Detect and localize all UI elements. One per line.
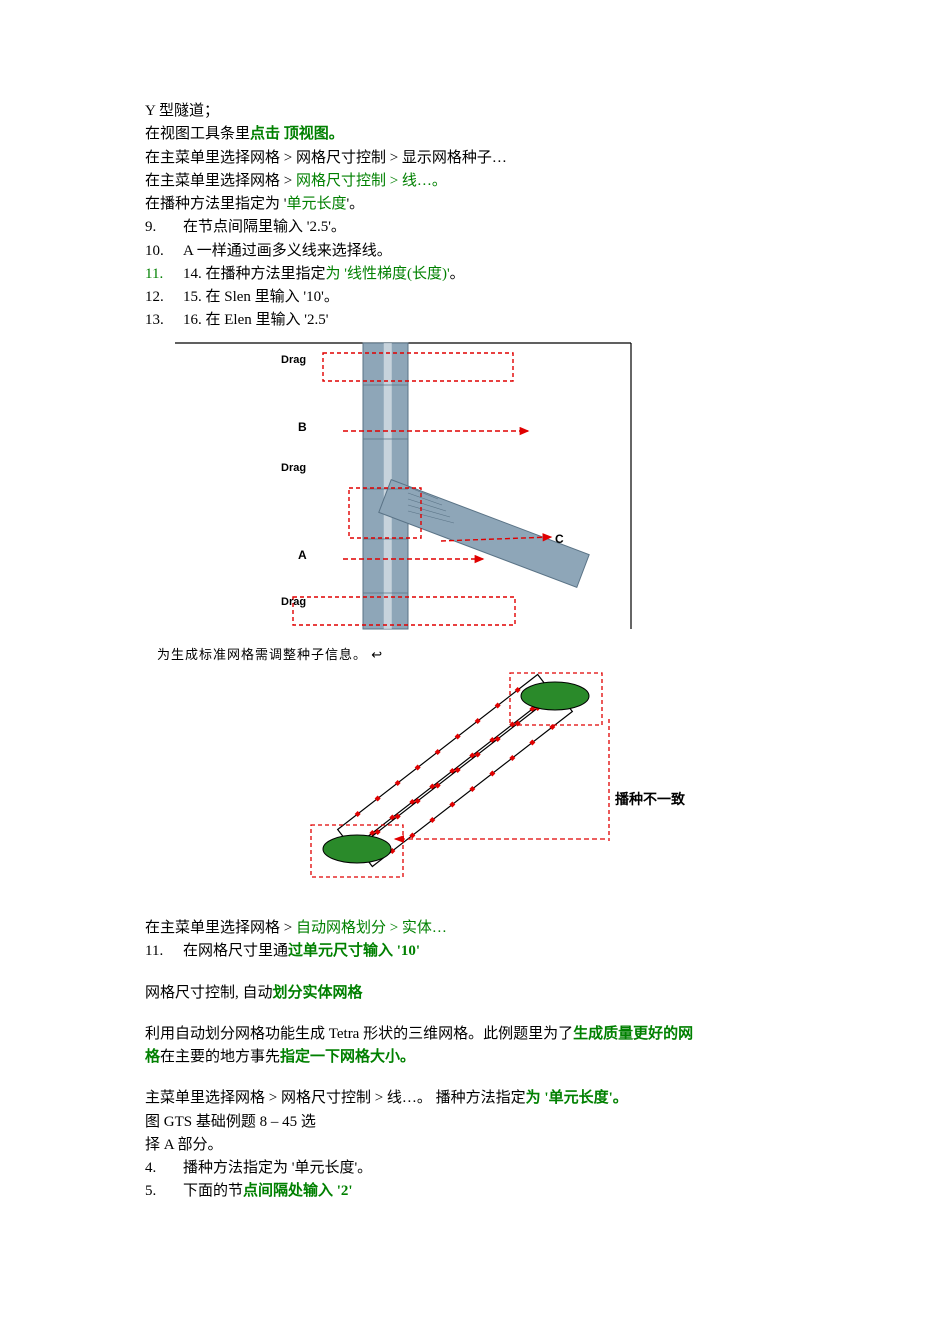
list-text: 15. 在 Slen 里输入 '10'。: [183, 286, 805, 309]
text-fragment-hl: 格: [145, 1049, 160, 1065]
figure-1: Drag Drag Drag B A C: [173, 341, 805, 639]
list-text: A 一样通过画多义线来选择线。: [183, 240, 805, 263]
text-line: 在主菜单里选择网格 > 网格尺寸控制 > 线…。: [145, 170, 805, 193]
list-item: 10. A 一样通过画多义线来选择线。: [145, 240, 805, 263]
text-fragment: 14. 在播种方法里指定: [183, 266, 326, 282]
text-fragment-hl: 划分实体网格: [273, 985, 363, 1001]
list-text: 14. 在播种方法里指定为 '线性梯度(长度)'。: [183, 263, 805, 286]
text-fragment-hl: 自动网格划分 > 实体…: [296, 920, 447, 936]
list-number: 13.: [145, 309, 183, 332]
text-fragment-hl: 点击 顶视图。: [250, 126, 344, 142]
list-item: 9. 在节点间隔里输入 '2.5'。: [145, 216, 805, 239]
list-text: 在节点间隔里输入 '2.5'。: [183, 216, 805, 239]
list-item: 5. 下面的节点间隔处输入 '2': [145, 1180, 805, 1203]
text-fragment: 网格尺寸控制, 自动: [145, 985, 273, 1001]
text-fragment: 在主菜单里选择网格 >: [145, 173, 296, 189]
text-fragment: 在视图工具条里: [145, 126, 250, 142]
svg-text:B: B: [298, 420, 307, 434]
text-fragment-hl: 过单元尺寸输入 '10': [288, 943, 420, 959]
list-text: 播种方法指定为 '单元长度'。: [183, 1157, 805, 1180]
list-number: 12.: [145, 286, 183, 309]
list-text: 下面的节点间隔处输入 '2': [183, 1180, 805, 1203]
list-number: 9.: [145, 216, 183, 239]
list-item: 13. 16. 在 Elen 里输入 '2.5': [145, 309, 805, 332]
list-number: 5.: [145, 1180, 183, 1203]
text-fragment: 利用自动划分网格功能生成 Tetra 形状的三维网格。此例题里为了: [145, 1026, 573, 1042]
text-line: 利用自动划分网格功能生成 Tetra 形状的三维网格。此例题里为了生成质量更好的…: [145, 1023, 805, 1046]
svg-text:Drag: Drag: [281, 462, 306, 474]
text-line: 择 A 部分。: [145, 1134, 805, 1157]
text-fragment: 在播种方法里指定为 ': [145, 196, 286, 212]
text-fragment: 。: [450, 266, 465, 282]
list-item: 11. 14. 在播种方法里指定为 '线性梯度(长度)'。: [145, 263, 805, 286]
text-fragment: 下面的节: [183, 1183, 243, 1199]
svg-text:播种不一致: 播种不一致: [615, 791, 686, 808]
svg-text:C: C: [555, 532, 564, 546]
text-line: 在视图工具条里点击 顶视图。: [145, 123, 805, 146]
svg-text:Drag: Drag: [281, 596, 306, 608]
text-line: Y 型隧道；: [145, 100, 805, 123]
figure-1-svg: Drag Drag Drag B A C: [173, 341, 633, 631]
text-fragment-hl: 为 '线性梯度(长度)': [326, 266, 450, 282]
list-item: 12. 15. 在 Slen 里输入 '10'。: [145, 286, 805, 309]
list-text: 在网格尺寸里通过单元尺寸输入 '10': [183, 940, 805, 963]
text-line: 图 GTS 基础例题 8 – 45 选: [145, 1111, 805, 1134]
text-line: 在主菜单里选择网格 > 网格尺寸控制 > 显示网格种子…: [145, 147, 805, 170]
figure-1-caption: 为生成标准网格需调整种子信息。 ↩: [157, 645, 805, 665]
text-line: 网格尺寸控制, 自动划分实体网格: [145, 982, 805, 1005]
text-fragment-hl: 生成质量更好的网: [573, 1026, 693, 1042]
text-fragment-hl: 指定一下网格大小。: [280, 1049, 415, 1065]
text-line: 在主菜单里选择网格 > 自动网格划分 > 实体…: [145, 917, 805, 940]
list-item: 11. 在网格尺寸里通过单元尺寸输入 '10': [145, 940, 805, 963]
text-line: 格在主要的地方事先指定一下网格大小。: [145, 1046, 805, 1069]
text-fragment-hl: 点间隔处输入 '2': [243, 1183, 353, 1199]
text-fragment: 主菜单里选择网格 > 网格尺寸控制 > 线…。 播种方法指定: [145, 1090, 526, 1106]
text-line: 主菜单里选择网格 > 网格尺寸控制 > 线…。 播种方法指定为 '单元长度'。: [145, 1087, 805, 1110]
list-item: 4. 播种方法指定为 '单元长度'。: [145, 1157, 805, 1180]
text-fragment-hl: 网格尺寸控制 > 线…。: [296, 173, 447, 189]
text-line: 在播种方法里指定为 '单元长度'。: [145, 193, 805, 216]
figure-2: 播种不一致: [265, 669, 805, 887]
text-fragment-hl: 为 '单元长度'。: [526, 1090, 628, 1106]
text-fragment: '。: [346, 196, 364, 212]
svg-text:A: A: [298, 548, 307, 562]
list-number: 10.: [145, 240, 183, 263]
list-number: 11.: [145, 940, 183, 963]
text-fragment: 在网格尺寸里通: [183, 943, 288, 959]
list-number: 11.: [145, 263, 183, 286]
text-fragment-hl: 单元长度: [286, 196, 346, 212]
text-fragment: 在主要的地方事先: [160, 1049, 280, 1065]
list-text: 16. 在 Elen 里输入 '2.5': [183, 309, 805, 332]
list-number: 4.: [145, 1157, 183, 1180]
figure-2-svg: 播种不一致: [265, 669, 695, 879]
svg-text:Drag: Drag: [281, 354, 306, 366]
text-fragment: 在主菜单里选择网格 >: [145, 920, 296, 936]
